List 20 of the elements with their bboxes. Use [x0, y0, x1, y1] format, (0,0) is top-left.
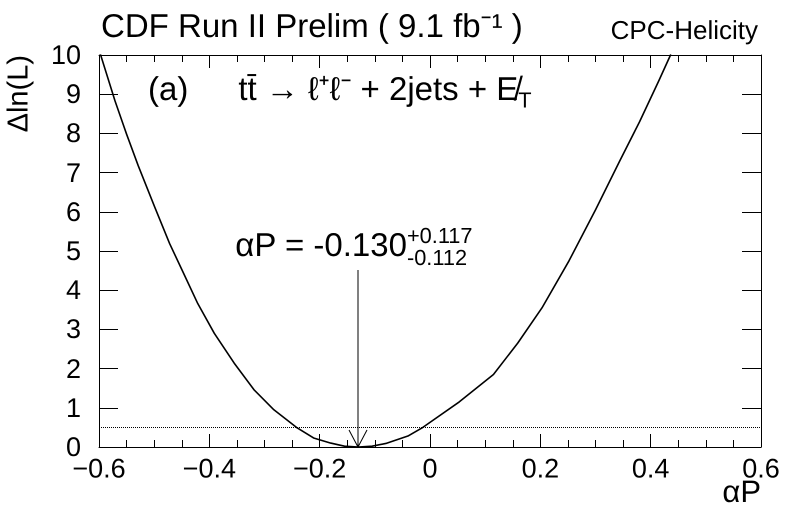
chart-subtitle: CPC-Helicity	[610, 15, 758, 45]
y-tick-label: 6	[66, 196, 81, 228]
y-tick-label: 7	[66, 156, 81, 189]
y-tick-label: 4	[66, 274, 81, 306]
y-tick-label: 10	[50, 39, 81, 71]
y-tick-label: 5	[66, 235, 81, 267]
annotation: tt̄ → ℓ⁺ℓ⁻ + 2jets + E̸$_{T}$	[238, 70, 532, 113]
y-tick-label: 3	[66, 313, 81, 346]
x-tick-label: −0.2	[293, 454, 346, 484]
y-axis-title: Δln(L)	[2, 55, 34, 132]
x-tick-label: 0.4	[632, 454, 670, 484]
x-tick-label: 0	[422, 454, 438, 484]
x-tick-label: −0.4	[182, 454, 236, 484]
annotation: (a)	[148, 70, 188, 107]
x-tick-label: 0.2	[522, 454, 560, 484]
y-tick-label: 1	[66, 392, 81, 424]
y-tick-label: 8	[66, 117, 81, 150]
chart-title: CDF Run II Prelim ( 9.1 fb⁻¹ )	[101, 7, 523, 44]
y-tick-label: 9	[66, 78, 81, 110]
y-tick-label: 2	[66, 352, 81, 385]
